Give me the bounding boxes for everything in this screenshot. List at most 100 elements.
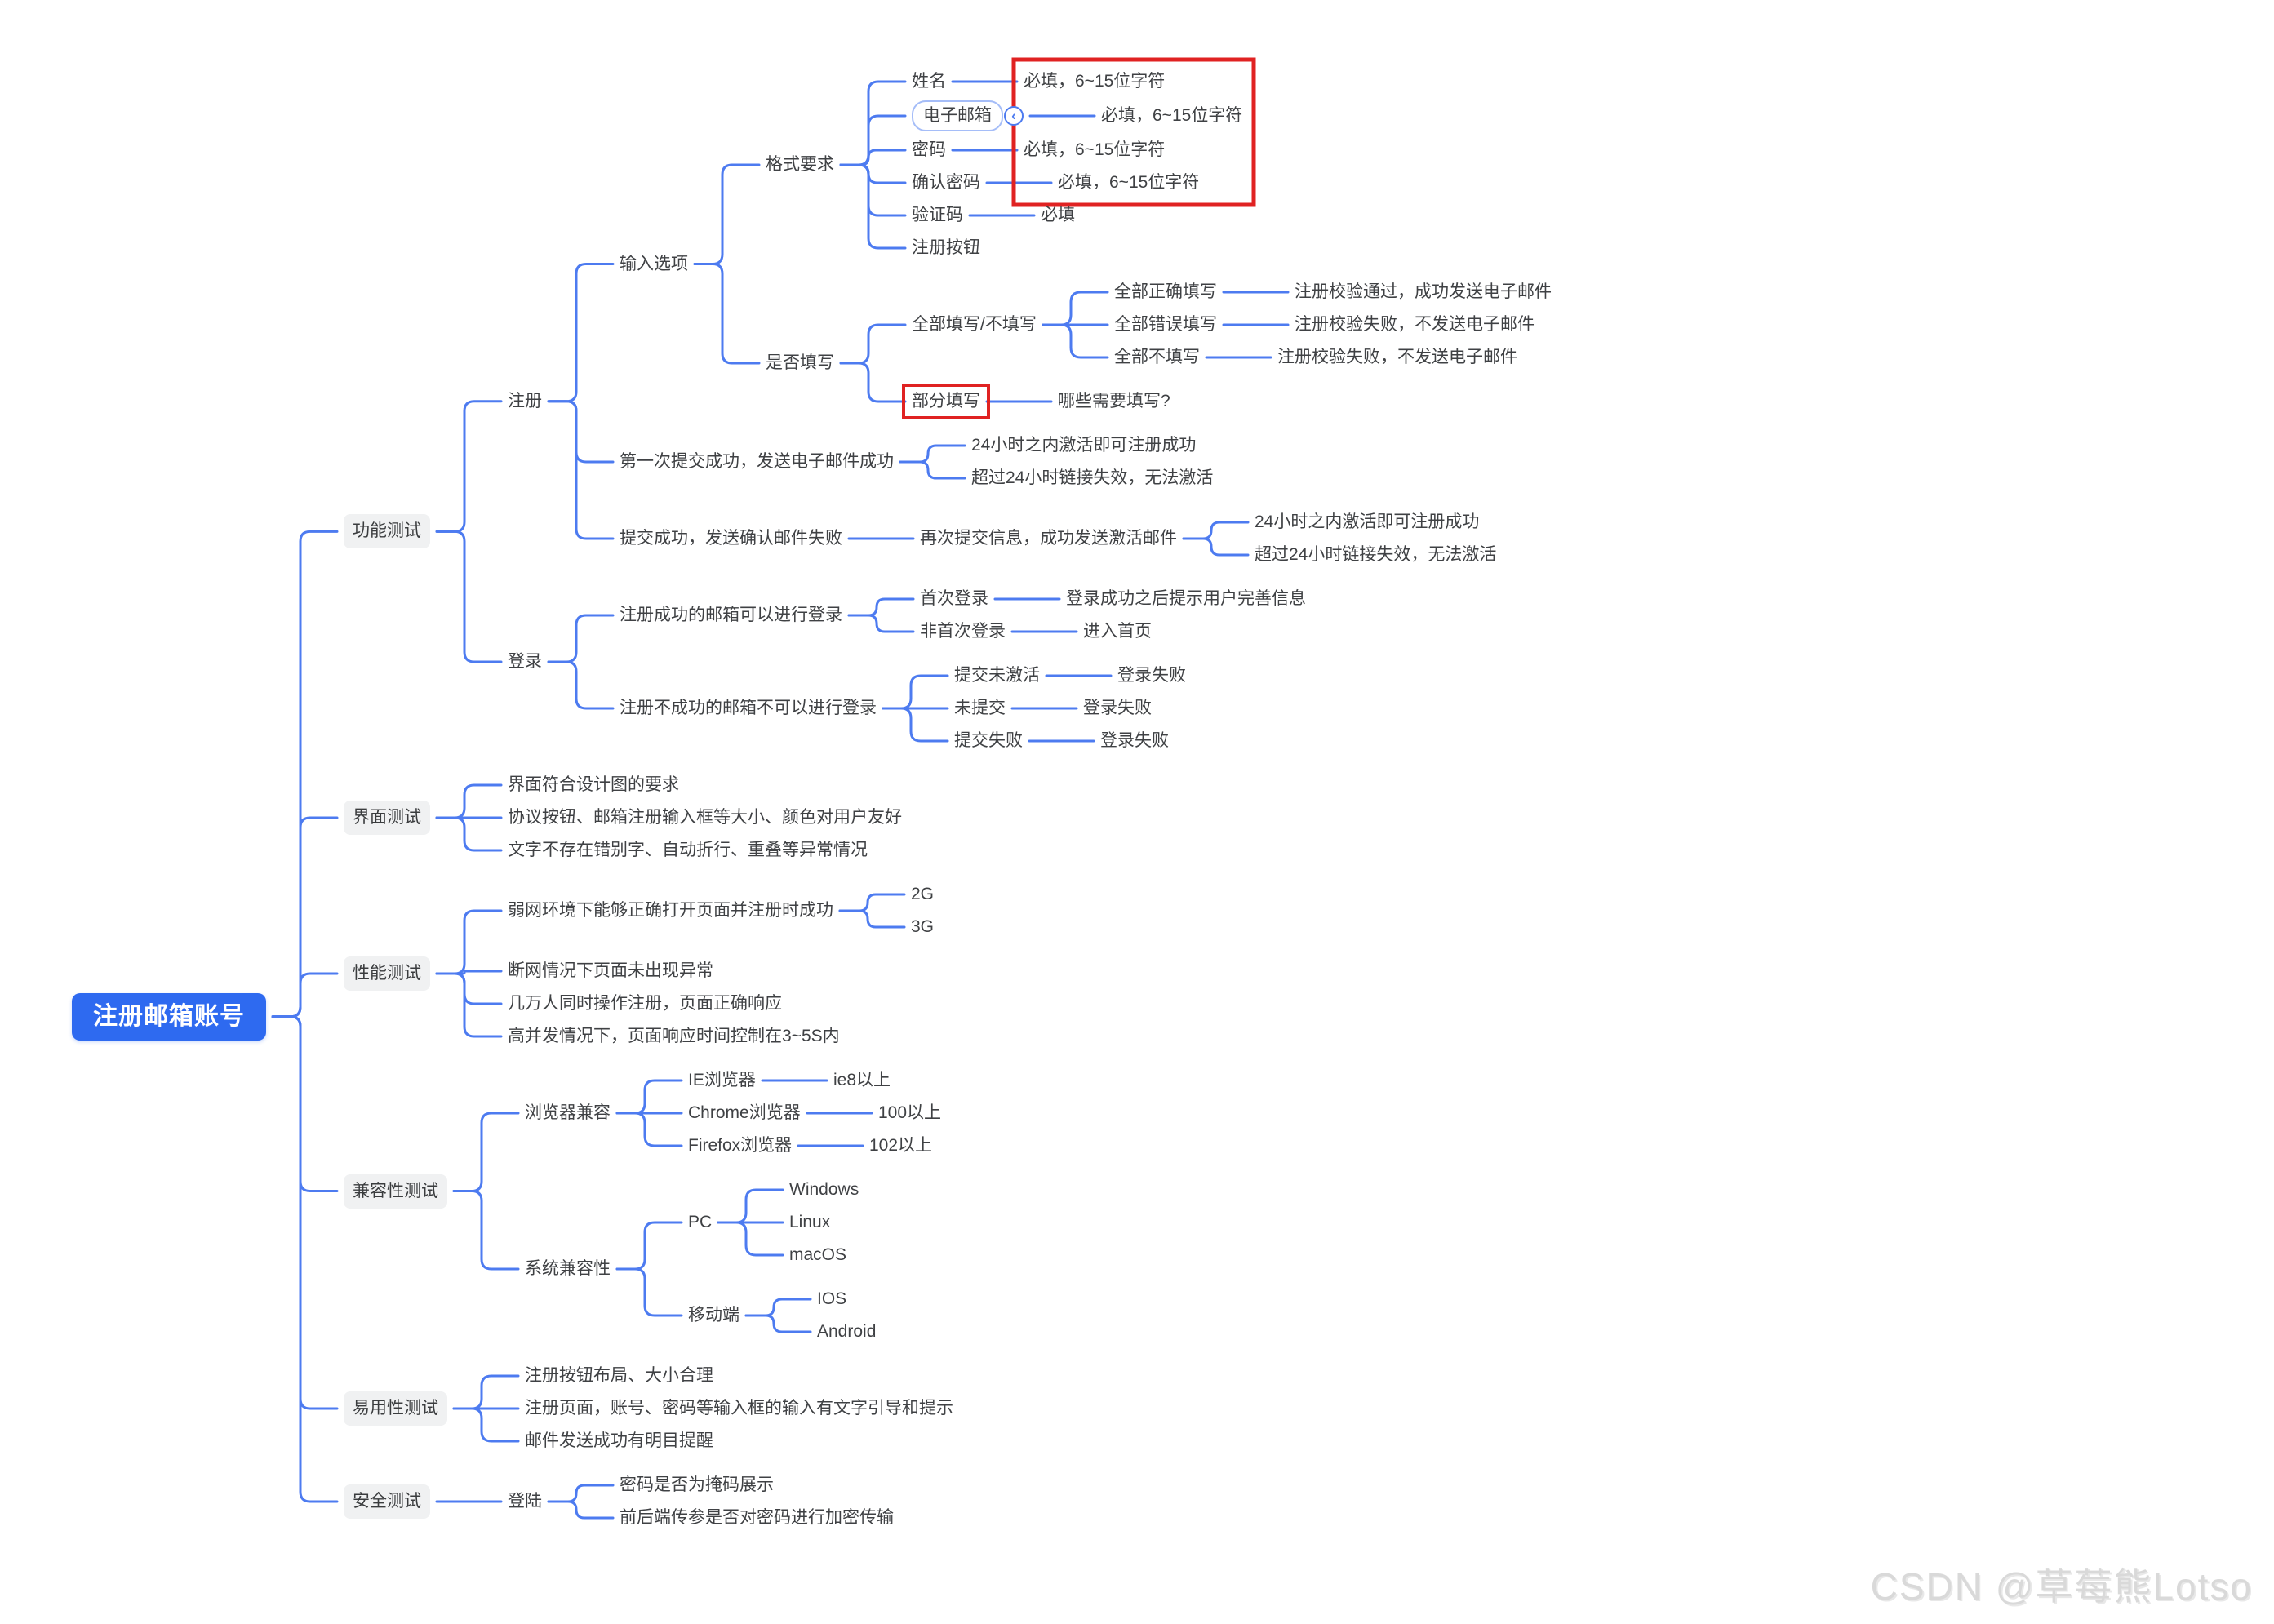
branch-node[interactable]: 功能测试 (344, 514, 430, 549)
topic-node[interactable]: Android (817, 1322, 877, 1341)
branch-node[interactable]: 易用性测试 (344, 1391, 447, 1426)
topic-node[interactable]: 电子邮箱 ‹ (912, 100, 1024, 131)
topic-node[interactable]: IOS (817, 1289, 847, 1308)
collapse-icon[interactable]: ‹ (1004, 106, 1024, 126)
topic-node[interactable]: 协议按钮、邮箱注册输入框等大小、颜色对用户友好 (508, 808, 902, 827)
connector-line (452, 1374, 520, 1410)
connector-line (271, 1015, 339, 1410)
connector-line (899, 444, 966, 464)
topic-node[interactable]: 注册按钮 (912, 238, 980, 257)
topic-node[interactable]: 2G (911, 885, 935, 903)
topic-node[interactable]: 再次提交信息，成功发送激活邮件 (920, 529, 1177, 548)
topic-node[interactable]: 是否填写 (766, 353, 834, 372)
topic-node[interactable]: 密码是否为掩码展示 (620, 1475, 774, 1494)
connector-line (547, 400, 615, 464)
topic-node[interactable]: 未提交 (954, 699, 1006, 717)
topic-node[interactable]: 全部错误填写 (1114, 315, 1217, 334)
connector-line (452, 1407, 520, 1443)
topic-node[interactable]: 必填，6~15位字符 (1024, 72, 1166, 91)
topic-node[interactable]: 24小时之内激活即可注册成功 (1255, 512, 1480, 531)
topic-node[interactable]: 前后端传参是否对密码进行加密传输 (620, 1508, 894, 1527)
topic-node[interactable]: Firefox浏览器 (688, 1136, 793, 1155)
topic-node[interactable]: 进入首页 (1083, 622, 1152, 641)
topic-node[interactable]: 移动端 (688, 1306, 739, 1324)
connector-line (547, 614, 615, 663)
topic-node[interactable]: 登录失败 (1100, 731, 1169, 750)
topic-node[interactable]: 注册不成功的邮箱不可以进行登录 (620, 699, 877, 717)
topic-node[interactable]: Windows (789, 1180, 859, 1199)
topic-node[interactable]: 哪些需要填写? (1058, 392, 1170, 410)
topic-node[interactable]: 注册 (508, 391, 542, 410)
topic-node[interactable]: 登录 (508, 652, 542, 671)
topic-node[interactable]: 3G (911, 917, 935, 936)
topic-node[interactable]: 全部填写/不填写 (912, 315, 1037, 334)
topic-node[interactable]: 格式要求 (766, 155, 834, 174)
topic-node[interactable]: 必填，6~15位字符 (1024, 140, 1166, 159)
topic-node[interactable]: 文字不存在错别字、自动折行、重叠等异常情况 (508, 841, 868, 859)
topic-node[interactable]: 密码 (912, 140, 946, 159)
topic-node[interactable]: 全部正确填写 (1114, 282, 1217, 301)
topic-node[interactable]: 提交成功，发送确认邮件失败 (620, 529, 842, 548)
connector-line (899, 460, 966, 480)
topic-node[interactable]: 部分填写 (912, 392, 980, 410)
connector-line (839, 114, 907, 166)
topic-node[interactable]: 提交失败 (954, 731, 1023, 750)
topic-node[interactable]: 注册校验失败，不发送电子邮件 (1295, 315, 1535, 334)
topic-node[interactable]: 登录失败 (1083, 699, 1152, 717)
topic-node[interactable]: 验证码 (912, 206, 963, 224)
topic-node[interactable]: 输入选项 (620, 254, 688, 273)
connector-line (882, 707, 949, 743)
topic-node[interactable]: macOS (789, 1245, 847, 1264)
topic-node[interactable]: PC (688, 1213, 713, 1231)
topic-node[interactable]: 超过24小时链接失效，无法激活 (971, 468, 1214, 487)
topic-node[interactable]: 系统兼容性 (525, 1259, 611, 1278)
topic-node[interactable]: 几万人同时操作注册，页面正确响应 (508, 994, 782, 1013)
connector-line (693, 163, 761, 265)
connector-line (435, 530, 503, 663)
topic-node[interactable]: 24小时之内激活即可注册成功 (971, 436, 1197, 455)
topic-node[interactable]: Chrome浏览器 (688, 1103, 801, 1122)
topic-node[interactable]: 非首次登录 (920, 622, 1006, 641)
topic-node[interactable]: 第一次提交成功，发送电子邮件成功 (620, 452, 894, 471)
topic-node[interactable]: 注册成功的邮箱可以进行登录 (620, 606, 842, 624)
topic-node[interactable]: 102以上 (869, 1136, 933, 1155)
topic-node[interactable]: 断网情况下页面未出现异常 (508, 961, 713, 980)
connector-line (547, 263, 615, 403)
branch-node[interactable]: 兼容性测试 (344, 1174, 447, 1209)
topic-node[interactable]: ie8以上 (833, 1071, 891, 1089)
connector-line (271, 530, 339, 1018)
topic-node[interactable]: 提交未激活 (954, 666, 1040, 685)
topic-node[interactable]: 必填，6~15位字符 (1058, 173, 1200, 192)
branch-node[interactable]: 安全测试 (344, 1484, 430, 1519)
topic-node[interactable]: 登录失败 (1117, 666, 1186, 685)
topic-node[interactable]: 确认密码 (912, 173, 980, 192)
topic-node[interactable]: 高并发情况下，页面响应时间控制在3~5S内 (508, 1027, 840, 1045)
topic-node[interactable]: 登陆 (508, 1492, 542, 1511)
topic-node[interactable]: 注册页面，账号、密码等输入框的输入有文字引导和提示 (525, 1399, 953, 1418)
topic-node[interactable]: 注册校验通过，成功发送电子邮件 (1295, 282, 1552, 301)
topic-node[interactable]: 全部不填写 (1114, 348, 1200, 366)
topic-node[interactable]: 超过24小时链接失效，无法激活 (1255, 545, 1497, 564)
topic-node[interactable]: Linux (789, 1213, 831, 1231)
topic-node[interactable]: 界面符合设计图的要求 (508, 775, 679, 794)
annotation-box-required-fields (1011, 57, 1256, 207)
connector-line (839, 149, 907, 166)
topic-node[interactable]: IE浏览器 (688, 1071, 756, 1089)
topic-node[interactable]: 100以上 (878, 1103, 942, 1122)
topic-node[interactable]: 注册按钮布局、大小合理 (525, 1366, 713, 1385)
root-node[interactable]: 注册邮箱账号 (72, 992, 266, 1041)
topic-node[interactable]: 弱网环境下能够正确打开页面并注册时成功 (508, 901, 833, 920)
topic-node[interactable]: 登录成功之后提示用户完善信息 (1066, 589, 1306, 608)
topic-node[interactable]: 姓名 (912, 72, 946, 91)
topic-node[interactable]: 必填，6~15位字符 (1101, 106, 1243, 125)
branch-node[interactable]: 性能测试 (344, 956, 430, 991)
topic-node[interactable]: 注册校验失败，不发送电子邮件 (1277, 348, 1517, 366)
topic-node[interactable]: 浏览器兼容 (525, 1103, 611, 1122)
topic-node[interactable]: 邮件发送成功有明目提醒 (525, 1431, 713, 1450)
branch-node[interactable]: 界面测试 (344, 801, 430, 835)
topic-node[interactable]: 首次登录 (920, 589, 988, 608)
connector-line (547, 1484, 615, 1503)
topic-node[interactable]: 必填 (1041, 206, 1075, 224)
